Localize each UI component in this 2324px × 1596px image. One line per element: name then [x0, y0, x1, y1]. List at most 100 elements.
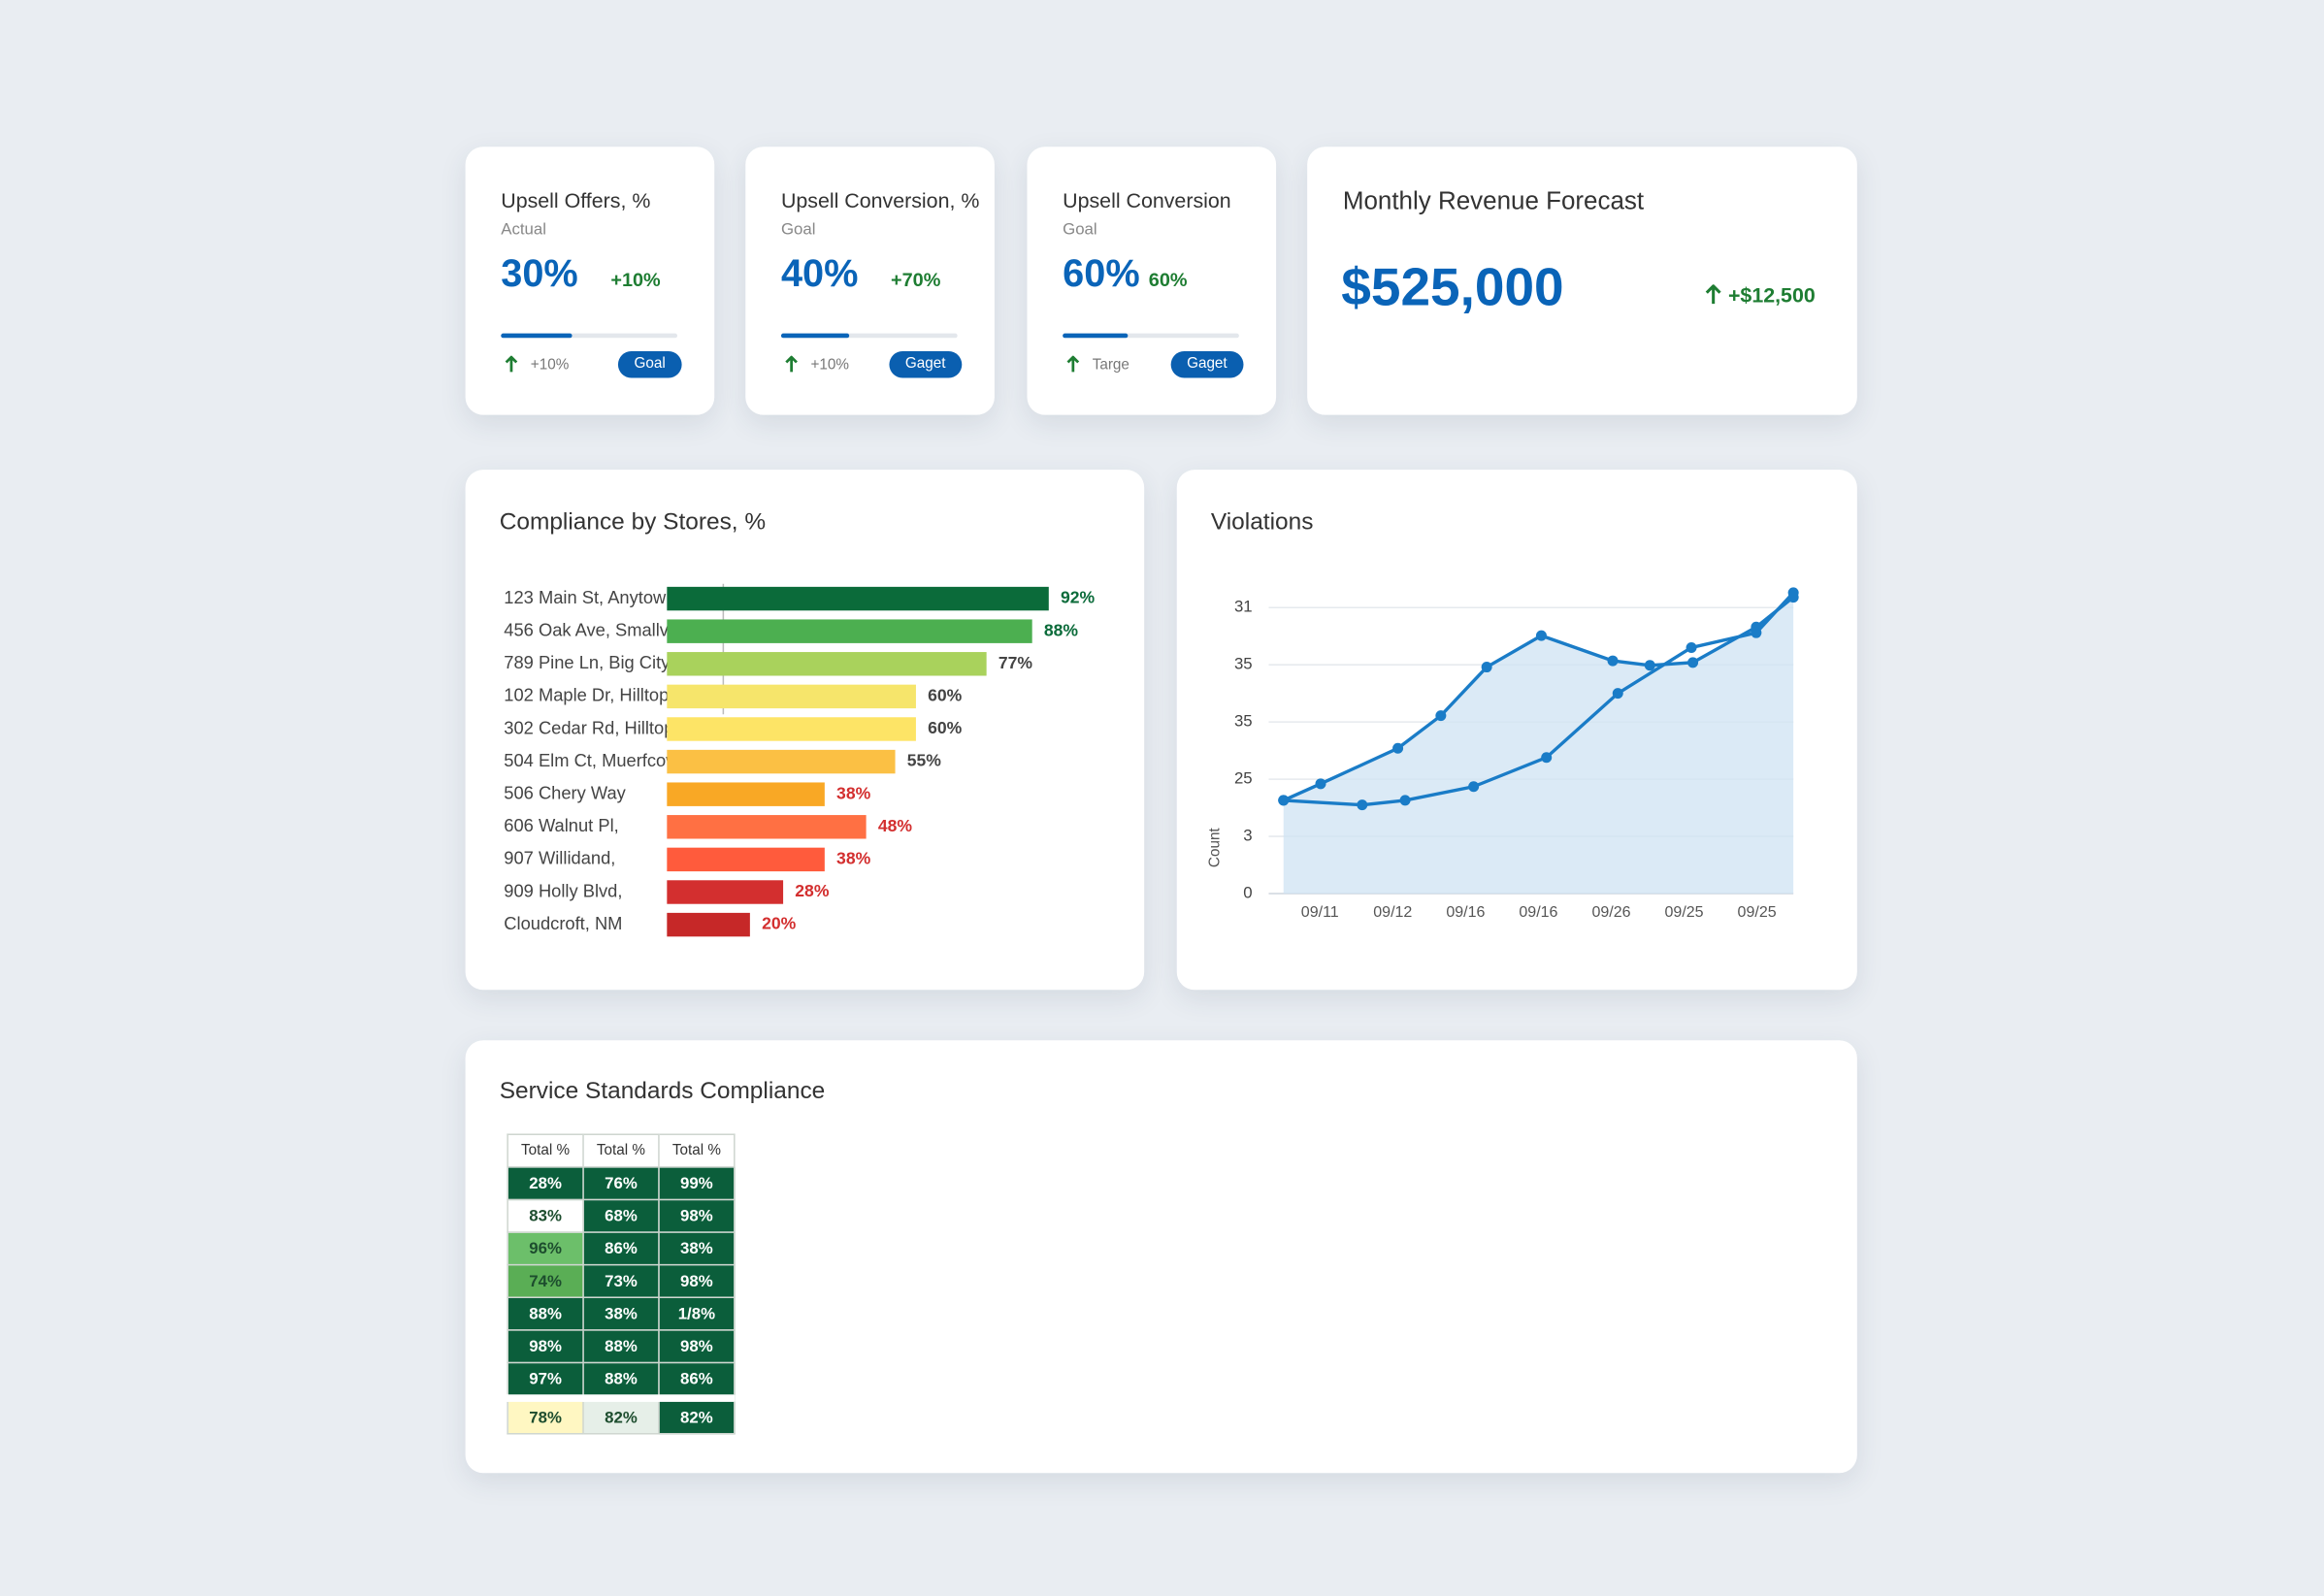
table-cell: 99% [658, 1166, 736, 1201]
progress-fill [1063, 333, 1129, 339]
table-row: 28% 76% 99% [507, 1166, 736, 1201]
x-tick-label: 09/11 [1301, 903, 1339, 921]
y-tick-label: 606 Walnut Pl, [504, 815, 618, 835]
chart-title: Compliance by Stores, % [499, 509, 767, 536]
data-label: 38% [836, 783, 871, 802]
bar [667, 619, 1032, 643]
kpi-footer: Targe [1092, 357, 1129, 374]
table-cell: 86% [582, 1231, 660, 1266]
point [1357, 799, 1368, 811]
data-label: 92% [1061, 588, 1096, 607]
kpi-value: 30% [501, 250, 578, 295]
point [1644, 660, 1655, 671]
point [1435, 710, 1447, 722]
area [1283, 597, 1794, 895]
y-tick-label: 302 Cedar Rd, Hilltop [504, 717, 673, 737]
chart-title: Violations [1210, 509, 1314, 536]
point [1315, 778, 1326, 790]
y-tick-label: 907 Willidand, [504, 848, 615, 868]
data-label: 77% [998, 653, 1033, 672]
y-tick-label: 909 Holly Blvd, [504, 880, 622, 900]
y-tick-label: 506 Chery Way [504, 783, 626, 803]
x-tick-label: 09/25 [1738, 903, 1777, 921]
arrow-shape [505, 355, 518, 373]
bar [667, 880, 784, 904]
kpi-title: Upsell Conversion [1063, 187, 1231, 212]
kpi-footer: +10% [530, 357, 570, 374]
y-tick-label: 3 [1243, 827, 1252, 845]
arrow-shape [785, 355, 798, 373]
point [1535, 630, 1547, 641]
bar [667, 717, 916, 741]
x-tick-label: 09/16 [1519, 903, 1557, 921]
table-cell: 98% [658, 1198, 736, 1233]
kpi-subtitle: Goal [780, 220, 816, 239]
y-tick-label: 25 [1234, 769, 1253, 788]
data-label: 55% [907, 751, 942, 770]
kpi-value: 40% [780, 250, 859, 295]
x-tick-label: 09/12 [1373, 903, 1412, 921]
table-row: 96% 86% 38% [507, 1231, 736, 1266]
bar [667, 684, 916, 709]
table-cell: 86% [658, 1361, 736, 1399]
data-label: 38% [836, 849, 871, 868]
table-cell: 38% [658, 1231, 736, 1266]
data-label: 20% [762, 914, 797, 933]
progress-fill [501, 333, 572, 339]
progress-track [1063, 333, 1239, 339]
y-tick-label: 0 [1243, 883, 1252, 901]
up-arrow [785, 355, 798, 373]
column-header: Total % [507, 1133, 584, 1168]
point [1751, 627, 1762, 638]
y-tick-label: 31 [1234, 598, 1253, 616]
point [1612, 688, 1623, 700]
up-arrow [505, 355, 518, 373]
point [1607, 655, 1619, 667]
point [1399, 795, 1411, 806]
arrow-shape [1066, 355, 1080, 373]
table-cell: 68% [582, 1198, 660, 1233]
table-title: Service Standards Compliance [499, 1078, 826, 1104]
kpi-card: Upsell Conversion Goal 60% 60% Targe Gaget [1027, 147, 1277, 415]
kpi-card: Upsell Conversion, % Goal 40% +70% +10% Gaget [745, 147, 995, 415]
table-row: 97% 88% 86% [507, 1361, 736, 1399]
kpi-badge[interactable]: Goal [617, 350, 682, 378]
table-cell: 83% [507, 1198, 584, 1233]
x-tick-label: 09/25 [1665, 903, 1704, 921]
table-cell: 98% [658, 1263, 736, 1299]
progress-track [501, 333, 678, 339]
y-tick-label: Cloudcroft, NM [504, 913, 622, 933]
bar [667, 652, 987, 676]
y-tick-label: 456 Oak Ave, Smallville, [504, 620, 695, 640]
data-label: 60% [928, 686, 963, 705]
bar [667, 847, 825, 872]
table-cell: 98% [658, 1329, 736, 1364]
y-tick-label: 102 Maple Dr, Hilltop, [504, 685, 673, 705]
table-row: 78% 82% 82% [507, 1397, 736, 1435]
table-cell: 1/8% [658, 1296, 736, 1331]
x-tick-label: 09/16 [1446, 903, 1485, 921]
kpi-badge[interactable]: Gaget [1170, 350, 1244, 378]
y-axis-label: Count [1206, 828, 1223, 867]
point [1392, 742, 1404, 754]
table-card: Service Standards Compliance Total % Tota… [465, 1040, 1857, 1474]
progress-track [780, 333, 958, 339]
data-label: 28% [795, 881, 830, 900]
kpi-badge[interactable]: Gaget [889, 350, 963, 378]
kpi-change: 60% [1148, 268, 1188, 291]
data-label: 48% [878, 816, 913, 835]
kpi-footer: +10% [810, 357, 849, 374]
kpi-subtitle: Goal [1063, 220, 1097, 239]
kpi-card: Upsell Offers, % Actual 30% +10% +10% Goal [465, 147, 715, 415]
bar [667, 815, 867, 839]
y-tick-label: 789 Pine Ln, Big City, [504, 652, 673, 672]
y-tick-label: 35 [1234, 655, 1253, 673]
kpi-title: Upsell Conversion, % [780, 187, 980, 212]
point [1687, 657, 1699, 668]
table-row: 98% 88% 98% [507, 1329, 736, 1364]
x-tick-label: 09/26 [1591, 903, 1630, 921]
data-label: 88% [1044, 620, 1079, 639]
revenue-change: +$12,500 [1727, 282, 1816, 308]
revenue-card: Monthly Revenue Forecast $525,000 +$12,5… [1307, 147, 1857, 415]
